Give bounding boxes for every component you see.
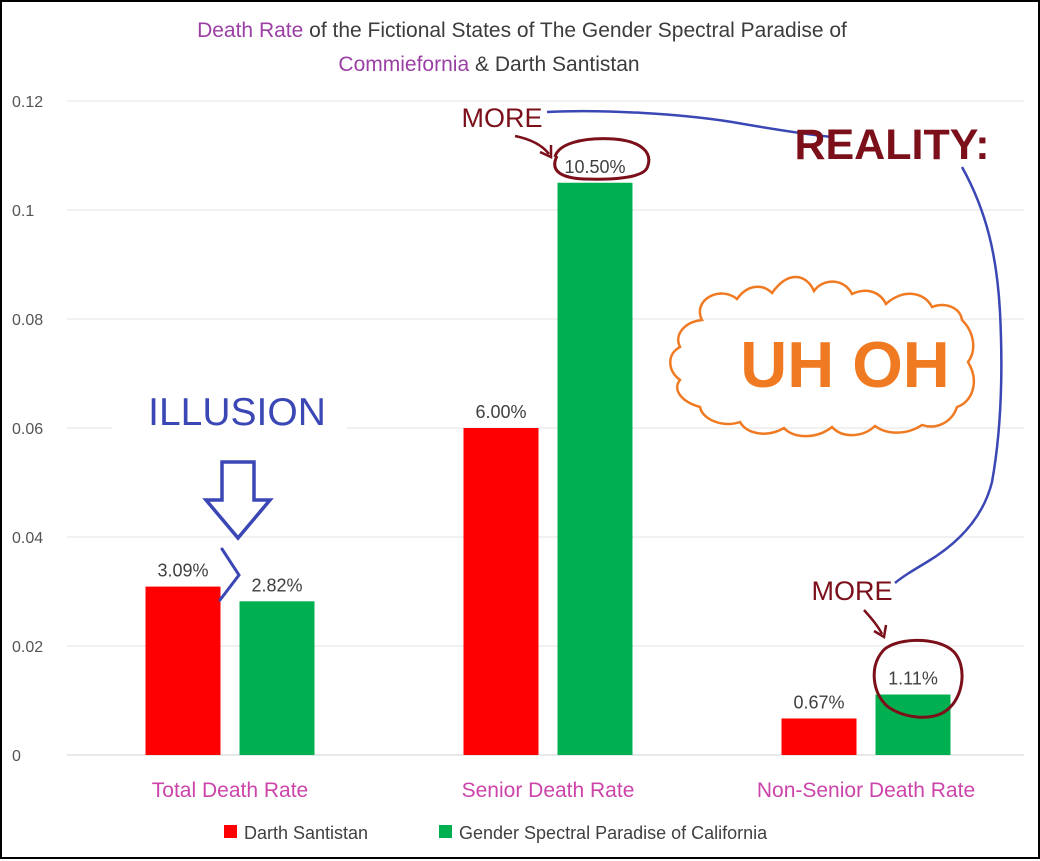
- greater-than-mark: [218, 547, 241, 602]
- more-arrowhead-top: [539, 145, 553, 159]
- annotations: ILLUSION MORE REALITY: UH OH MORE: [112, 103, 1003, 719]
- data-label: 3.09%: [157, 561, 208, 581]
- down-arrow-icon: [202, 460, 274, 541]
- category-label: Total Death Rate: [152, 779, 308, 802]
- connector-line-top: [546, 109, 833, 139]
- title-rest-2: & Darth Santistan: [469, 53, 639, 76]
- connector-line-right: [894, 166, 1003, 584]
- category-label: Senior Death Rate: [462, 779, 635, 802]
- data-label: 6.00%: [475, 402, 526, 422]
- data-label: 2.82%: [251, 575, 302, 595]
- chart-title-line-2: Commiefornia & Darth Santistan: [338, 53, 639, 76]
- more-arrowhead-bottom: [873, 624, 888, 640]
- legend-label-california: Gender Spectral Paradise of California: [459, 823, 768, 843]
- bar: [463, 428, 539, 755]
- more-label-bottom: MORE: [812, 576, 893, 606]
- y-tick-label: 0.02: [12, 639, 43, 656]
- title-accent-1: Death Rate: [197, 19, 303, 42]
- data-labels: 3.09% 2.82% 6.00% 10.50% 0.67% 1.11%: [157, 157, 937, 713]
- chart-title-line-1: Death Rate of the Fictional States of Th…: [197, 19, 847, 42]
- uh-oh-label: UH OH: [740, 328, 949, 401]
- cloud-shape: [669, 275, 975, 438]
- title-rest-1: of the Fictional States of The Gender Sp…: [303, 19, 847, 42]
- more-label-top: MORE: [462, 103, 543, 133]
- illusion-backing: [112, 387, 347, 437]
- bar: [557, 182, 633, 755]
- bar: [875, 694, 951, 755]
- circle-non-senior-label: [872, 638, 964, 719]
- data-label: 0.67%: [793, 692, 844, 712]
- legend-swatch-darth-santistan: [224, 825, 237, 838]
- y-tick-label: 0.1: [12, 203, 34, 220]
- more-arrow-bottom: [863, 609, 884, 635]
- y-tick-label: 0.06: [12, 421, 43, 438]
- bars: [145, 182, 951, 755]
- circle-senior-label: [553, 137, 651, 181]
- y-tick-label: 0: [12, 748, 21, 765]
- legend-swatch-california: [439, 825, 452, 838]
- more-arrow-top: [514, 134, 550, 155]
- reality-label: REALITY:: [794, 121, 989, 169]
- category-labels: Total Death Rate Senior Death Rate Non-Sen…: [152, 779, 975, 802]
- bar: [145, 586, 221, 755]
- y-tick-label: 0.04: [12, 530, 43, 547]
- y-tick-label: 0.12: [12, 94, 43, 111]
- legend: Darth Santistan Gender Spectral Paradise…: [224, 823, 768, 843]
- legend-label-darth-santistan: Darth Santistan: [244, 823, 368, 843]
- illusion-label: ILLUSION: [148, 391, 326, 434]
- bar: [239, 601, 315, 755]
- category-label: Non-Senior Death Rate: [757, 779, 975, 802]
- data-label: 10.50%: [564, 157, 625, 177]
- data-label: 1.11%: [888, 669, 938, 689]
- title-accent-2: Commiefornia: [338, 53, 469, 76]
- bar: [781, 718, 857, 755]
- y-tick-label: 0.08: [12, 312, 43, 329]
- y-axis-ticks: 0 0.02 0.04 0.06 0.08 0.1 0.12: [12, 94, 43, 765]
